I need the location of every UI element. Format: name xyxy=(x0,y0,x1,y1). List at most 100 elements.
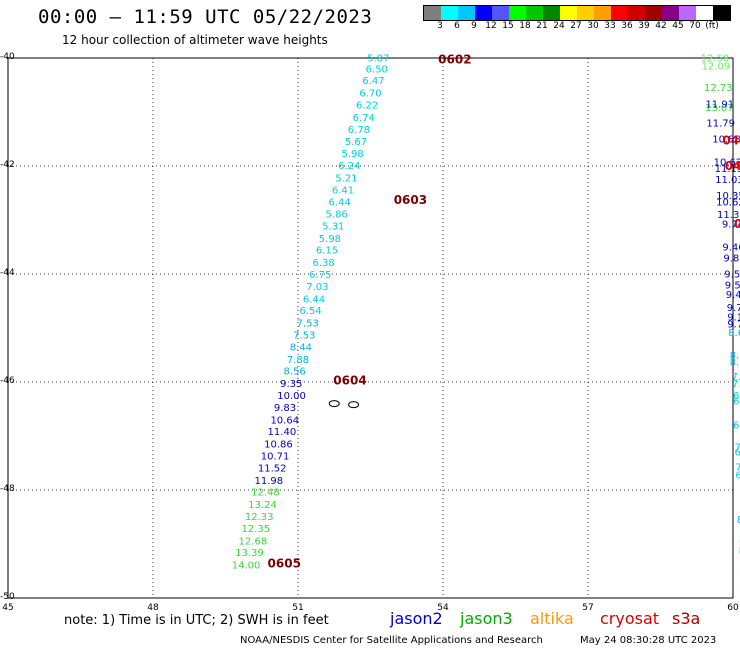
wave-height-label: 6.44 xyxy=(328,198,350,209)
wave-height-label: 6.97 xyxy=(733,391,740,402)
wave-height-label: 7.96 xyxy=(739,540,740,551)
colorbar-label: 9 xyxy=(471,21,477,31)
wave-height-label: 10.71 xyxy=(261,451,290,462)
page-title: 00:00 – 11:59 UTC 05/22/2023 xyxy=(38,6,373,28)
wave-height-label: 6.62 xyxy=(733,421,740,432)
wave-height-label: 6.99 xyxy=(733,396,740,407)
colorbar-swatch xyxy=(594,6,611,20)
wave-height-label: 9.70 xyxy=(727,303,740,314)
wave-height-label: 10.00 xyxy=(277,391,306,402)
wave-height-label: 9.46 xyxy=(722,243,740,254)
wave-height-label: 9.35 xyxy=(280,379,302,390)
wave-height-label: 11.91 xyxy=(705,99,734,110)
colorbar-swatch xyxy=(424,6,441,20)
wave-height-label: 6.47 xyxy=(362,76,384,87)
longitude-tick-label: 60 xyxy=(727,603,739,613)
wave-height-label: 6.75 xyxy=(309,270,331,281)
generated-timestamp: May 24 08:30:28 UTC 2023 xyxy=(580,635,717,646)
colorbar-label: 15 xyxy=(502,21,514,31)
wave-height-label: 6.70 xyxy=(359,89,381,100)
latitude-tick-label: -50 xyxy=(0,592,15,602)
wave-height-label: 6.50 xyxy=(366,64,388,75)
wave-height-label: 11.79 xyxy=(706,118,735,129)
island-outline xyxy=(348,401,360,409)
wave-height-label: 7.40 xyxy=(732,379,740,390)
colorbar-label: 33 xyxy=(604,21,616,31)
satellite-legend-altika: altika xyxy=(530,609,574,628)
wave-height-label: 5.21 xyxy=(335,173,357,184)
colorbar-label: 24 xyxy=(553,21,565,31)
colorbar-swatch xyxy=(492,6,509,20)
wave-height-label: 9.55 xyxy=(725,280,740,291)
wave-height-label: 9.75 xyxy=(727,320,740,331)
wave-height-label: 6.54 xyxy=(299,306,321,317)
colorbar-label: 45 xyxy=(672,21,684,31)
wave-height-label: 10.62 xyxy=(716,198,740,209)
wave-height-label: 7.40 xyxy=(732,372,740,383)
wave-height-label: 5.98 xyxy=(319,234,341,245)
wave-height-label: 9.89 xyxy=(723,253,740,264)
wave-height-label: 13.39 xyxy=(235,548,264,559)
colorbar-label: 21 xyxy=(536,21,548,31)
longitude-tick-label: 45 xyxy=(2,603,14,613)
satellite-legend-jason3: jason3 xyxy=(460,609,513,628)
wave-height-label: 7.03 xyxy=(306,282,328,293)
wave-height-label: 10.35 xyxy=(716,191,740,202)
colorbar-swatch xyxy=(509,6,526,20)
colorbar-label: 30 xyxy=(587,21,599,31)
wave-height-label: 11.13 xyxy=(715,164,740,175)
wave-height-label: 6.91 xyxy=(735,470,740,481)
pass-time-label: 0603 xyxy=(394,193,427,207)
latitude-tick-label: -40 xyxy=(0,52,15,62)
wave-height-label: 9.42 xyxy=(726,290,740,301)
wave-height-label: 6.24 xyxy=(338,161,360,172)
wave-height-label: 6.74 xyxy=(353,113,375,124)
wave-height-label: 10.64 xyxy=(270,415,299,426)
footer-note: note: 1) Time is in UTC; 2) SWH is in fe… xyxy=(64,613,329,628)
wave-height-label: 12.33 xyxy=(245,512,274,523)
page-subtitle: 12 hour collection of altimeter wave hei… xyxy=(62,33,328,47)
wave-height-label: 5.98 xyxy=(342,149,364,160)
pass-time-label: 0602 xyxy=(438,52,471,66)
wave-height-label: 8.69 xyxy=(737,515,740,526)
latitude-tick-label: -44 xyxy=(0,268,15,278)
colorbar-label: 12 xyxy=(485,21,497,31)
wave-height-label: 8.60 xyxy=(728,328,740,339)
colorbar-swatch xyxy=(526,6,543,20)
wave-height-label: 8.00 xyxy=(739,546,740,557)
colorbar-swatch xyxy=(645,6,662,20)
colorbar-label: 27 xyxy=(570,21,582,31)
colorbar-swatch xyxy=(662,6,679,20)
colorbar-label: 36 xyxy=(621,21,633,31)
credit-text: NOAA/NESDIS Center for Satellite Applica… xyxy=(240,635,543,646)
colorbar-swatch xyxy=(713,6,730,20)
wave-height-label: 12.48 xyxy=(251,488,280,499)
wave-height-label: 5.87 xyxy=(367,54,389,65)
wave-height-label: 7.53 xyxy=(293,331,315,342)
wave-height-label: 6.41 xyxy=(332,185,354,196)
wave-height-label: 13.07 xyxy=(705,103,734,114)
colorbar-swatch xyxy=(696,6,713,20)
wave-height-label: 12.35 xyxy=(241,524,270,535)
pass-time-label: 0604 xyxy=(333,374,366,388)
wave-height-label: 14.00 xyxy=(232,561,261,572)
colorbar-swatch xyxy=(679,6,696,20)
wave-height-label: 5.86 xyxy=(326,210,348,221)
colorbar-label: 3 xyxy=(437,21,443,31)
latitude-tick-label: -42 xyxy=(0,160,15,170)
pass-time-label: 0439 xyxy=(725,159,740,173)
satellite-legend-cryosat: cryosat xyxy=(600,609,660,628)
wave-height-label: 11.52 xyxy=(258,463,287,474)
longitude-tick-label: 51 xyxy=(292,603,304,613)
pass-time-label: 0605 xyxy=(268,557,301,571)
wave-height-label: 11.39 xyxy=(717,210,740,221)
colorbar-label: 39 xyxy=(638,21,650,31)
wave-height-label: 6.38 xyxy=(313,258,335,269)
colorbar-swatch xyxy=(611,6,628,20)
colorbar-label: 70 xyxy=(689,21,701,31)
wave-height-label: 10.86 xyxy=(264,440,293,451)
wave-height-label: 7.36 xyxy=(734,442,740,453)
wave-height-label: 12.09 xyxy=(702,62,731,73)
wave-height-label: 10.88 xyxy=(712,135,740,146)
